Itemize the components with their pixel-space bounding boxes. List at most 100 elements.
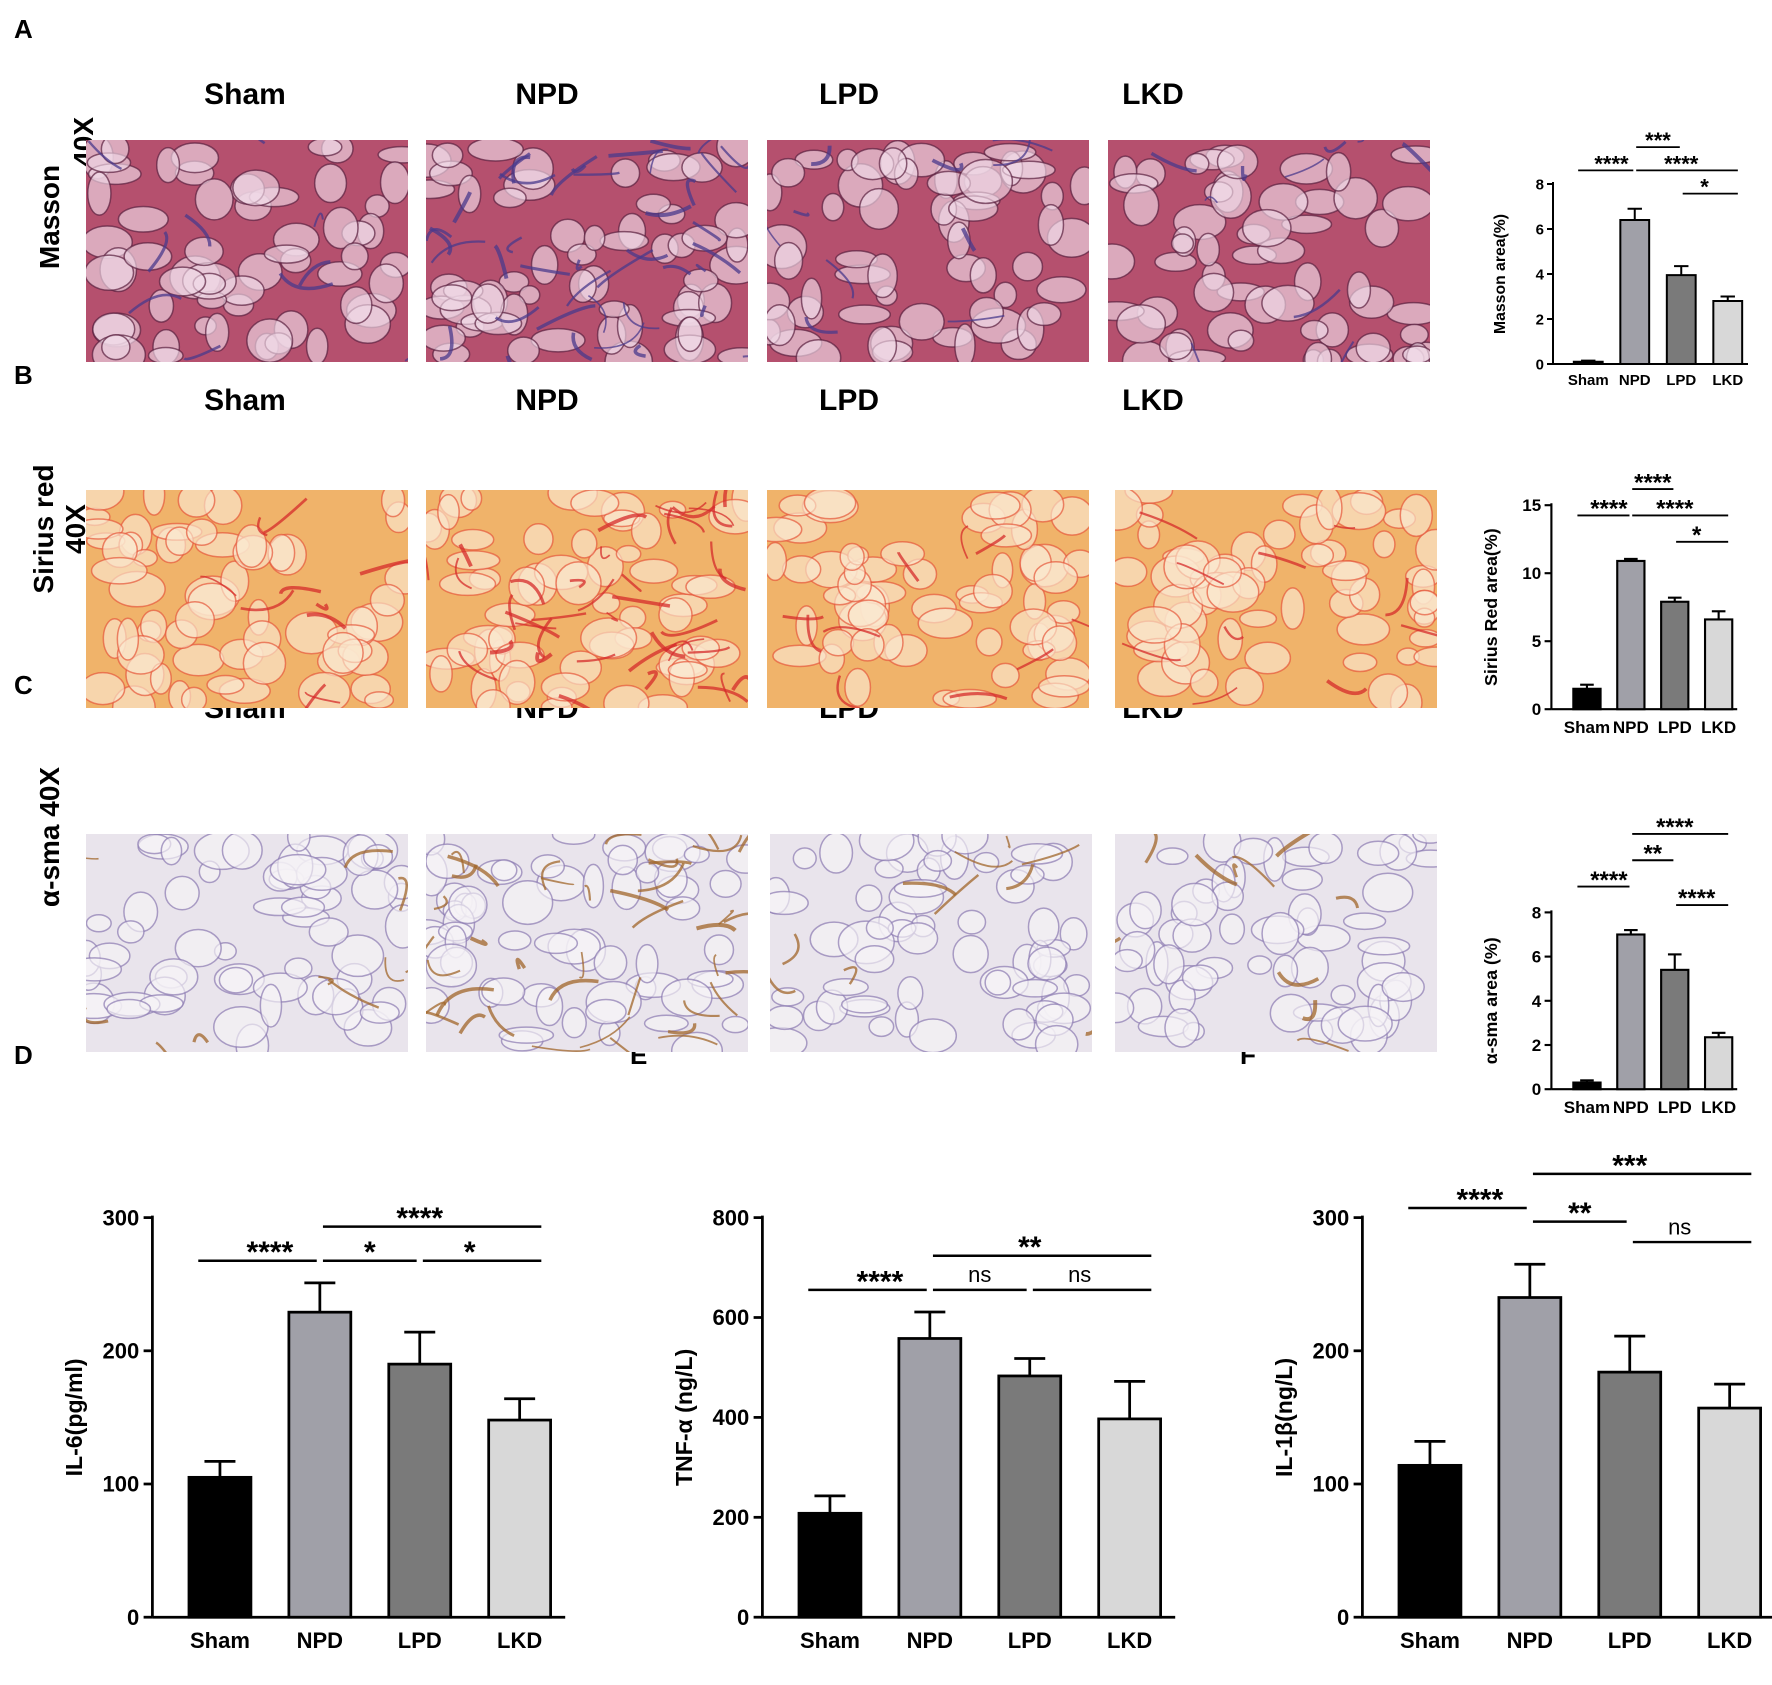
bar-sham <box>1397 1463 1463 1619</box>
header-b-lpd: LPD <box>819 384 879 417</box>
bar-npd <box>1616 933 1646 1091</box>
chart-f-il1b: 0 100 200 300 IL-1β(ng/L) Sham NPD LPD LKD *** ***… <box>1270 1090 1772 1670</box>
header-b-npd: NPD <box>515 384 579 417</box>
x-tick-label: LKD <box>1712 372 1743 389</box>
significance-label: ns <box>968 1262 991 1287</box>
x-tick-label: LPD <box>1008 1628 1052 1653</box>
significance-label: **** <box>1656 496 1694 523</box>
header-a-lpd: LPD <box>819 78 879 111</box>
bar-lkd <box>1697 1406 1762 1619</box>
significance-label: **** <box>1457 1183 1504 1216</box>
micrograph-texture <box>767 140 1089 362</box>
micrograph-masson-npd <box>426 140 748 362</box>
y-tick-label: 0 <box>1337 1605 1349 1630</box>
x-tick-label: NPD <box>907 1628 953 1653</box>
x-tick-label: NPD <box>297 1628 343 1653</box>
y-axis-label: Masson area(%) <box>1492 214 1509 334</box>
y-tick-label: 200 <box>102 1339 139 1364</box>
x-tick-label: LPD <box>398 1628 442 1653</box>
x-tick-label: NPD <box>1619 372 1651 389</box>
y-tick-label: 15 <box>1522 496 1541 515</box>
bar-lpd <box>387 1362 453 1619</box>
y-tick-label: 8 <box>1532 903 1541 922</box>
significance-label: * <box>1700 175 1709 200</box>
significance-label: ** <box>1568 1197 1592 1230</box>
x-tick-label: Sham <box>1400 1628 1460 1653</box>
micrograph-texture <box>426 834 748 1052</box>
significance-label: **** <box>1590 496 1628 523</box>
y-axis-label: IL-6(pg/ml) <box>61 1358 87 1476</box>
row-label-c-line1: α-sma 40X <box>34 766 65 908</box>
y-tick-label: 0 <box>1536 356 1544 373</box>
y-axis-label: Sirius Red area(%) <box>1481 528 1501 686</box>
y-tick-label: 400 <box>712 1405 749 1430</box>
header-a-lkd: LKD <box>1122 78 1184 111</box>
bar-lpd <box>1660 600 1690 711</box>
micrograph-asma-sham <box>86 834 408 1052</box>
x-tick-label: Sham <box>1568 372 1609 389</box>
y-tick-label: 5 <box>1532 632 1541 651</box>
micrograph-texture <box>1115 834 1437 1052</box>
row-label-c: α-sma 40X <box>33 717 67 957</box>
panel-label-a: A <box>14 14 33 44</box>
micrograph-asma-npd <box>426 834 748 1052</box>
bar-lkd <box>1703 1036 1734 1091</box>
x-tick-label: LPD <box>1658 718 1692 737</box>
significance-label: ** <box>1018 1231 1042 1264</box>
x-tick-label: LKD <box>1707 1628 1752 1653</box>
x-tick-label: LKD <box>497 1628 542 1653</box>
row-label-a-line1: Masson <box>34 164 65 270</box>
significance-label: *** <box>1612 1149 1647 1182</box>
x-tick-label: LPD <box>1658 1098 1692 1117</box>
panel-label-c: C <box>14 670 33 700</box>
y-tick-label: 6 <box>1536 221 1544 238</box>
micrograph-texture <box>426 490 748 708</box>
row-label-b-line1: Sirius red <box>28 464 59 594</box>
chart-svg: 0 200 400 600 800 TNF-α (ng/L) Sham NPD LPD LKD **… <box>671 1205 1176 1653</box>
micrograph-texture <box>426 140 748 362</box>
micrograph-asma-lkd <box>1115 834 1437 1052</box>
panel-label-d: D <box>14 1040 33 1070</box>
bar-sham <box>797 1511 863 1619</box>
y-tick-label: 2 <box>1532 1036 1541 1055</box>
chart-d-il6: 0 100 200 300 IL-6(pg/ml) Sham NPD LPD LKD **** **… <box>60 1090 580 1670</box>
bar-npd <box>287 1310 353 1619</box>
micrograph-texture <box>767 490 1089 708</box>
x-tick-label: LKD <box>1107 1628 1152 1653</box>
y-tick-label: 300 <box>1312 1205 1349 1230</box>
bar-npd <box>1616 559 1646 711</box>
x-tick-label: Sham <box>800 1628 860 1653</box>
micrograph-sirius-sham <box>86 490 408 708</box>
bar-lpd <box>1665 274 1697 365</box>
micrograph-sirius-lkd <box>1115 490 1437 708</box>
significance-label: **** <box>1594 151 1629 176</box>
y-tick-label: 800 <box>712 1205 749 1230</box>
bar-lkd <box>1703 618 1734 711</box>
x-tick-label: Sham <box>190 1628 250 1653</box>
y-axis-label: IL-1β(ng/L) <box>1271 1358 1297 1477</box>
significance-label: * <box>364 1236 376 1269</box>
header-b-lkd: LKD <box>1122 384 1184 417</box>
significance-label: * <box>1692 522 1702 549</box>
header-a-npd: NPD <box>515 78 579 111</box>
micrograph-asma-lpd <box>770 834 1092 1052</box>
micrograph-texture <box>86 140 408 362</box>
significance-label: **** <box>396 1202 443 1235</box>
significance-label: **** <box>1590 867 1628 894</box>
row-label-a: Masson <box>33 97 67 337</box>
row-label-b: Sirius red <box>27 409 61 649</box>
y-tick-label: 8 <box>1536 176 1544 193</box>
bar-npd <box>897 1337 963 1619</box>
y-tick-label: 600 <box>712 1305 749 1330</box>
micrograph-masson-lkd <box>1108 140 1430 362</box>
bar-lpd <box>1660 968 1690 1091</box>
x-tick-label: NPD <box>1507 1628 1553 1653</box>
bar-lkd <box>487 1418 552 1619</box>
significance-label: **** <box>1634 469 1672 496</box>
x-tick-label: NPD <box>1613 1098 1649 1117</box>
significance-label: **** <box>247 1236 294 1269</box>
x-tick-label: NPD <box>1613 718 1649 737</box>
significance-label: **** <box>1678 885 1716 912</box>
